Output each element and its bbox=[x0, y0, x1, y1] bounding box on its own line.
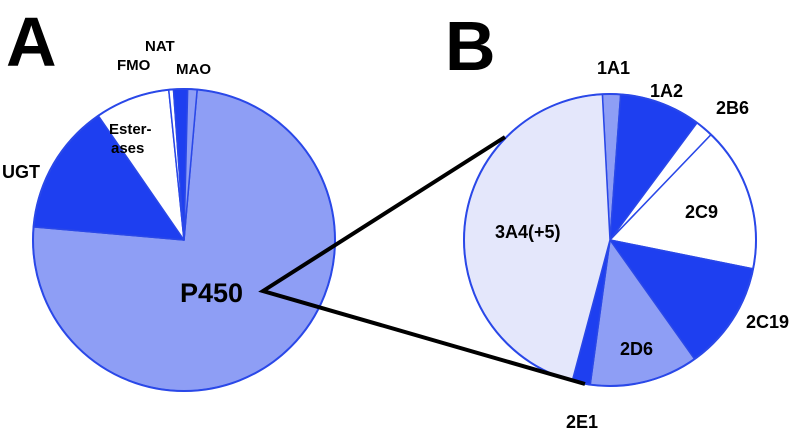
panel-label-b: B bbox=[445, 7, 496, 85]
pie-chart-a bbox=[32, 88, 336, 392]
slice-label-2b6: 2B6 bbox=[716, 98, 749, 118]
panel-label-a: A bbox=[6, 3, 57, 81]
slice-label-2d6: 2D6 bbox=[620, 339, 653, 359]
pie-outline bbox=[463, 93, 757, 387]
zoom-connector bbox=[258, 135, 586, 386]
labels-a: P450 UGT Ester- ases FMO NAT MAO bbox=[2, 38, 243, 308]
slice-label-nat: NAT bbox=[145, 38, 175, 55]
pie-outline bbox=[32, 88, 336, 392]
slice-label-2e1: 2E1 bbox=[566, 412, 598, 432]
slice-label-p450: P450 bbox=[180, 278, 243, 308]
slice-label-ugt: UGT bbox=[2, 162, 40, 182]
slice-label-2c19: 2C19 bbox=[746, 312, 789, 332]
labels-b: 1A1 1A2 2B6 2C9 2C19 2D6 2E1 3A4(+5) bbox=[495, 58, 789, 432]
slice-label-esterases-2: ases bbox=[111, 140, 144, 157]
slice-label-mao: MAO bbox=[176, 61, 211, 78]
slice-label-1a2: 1A2 bbox=[650, 81, 683, 101]
slice-label-3a4: 3A4(+5) bbox=[495, 222, 561, 242]
slice-label-esterases-1: Ester- bbox=[109, 121, 152, 138]
slice-label-2c9: 2C9 bbox=[685, 202, 718, 222]
slice-label-fmo: FMO bbox=[117, 57, 151, 74]
pie-chart-b bbox=[463, 93, 757, 387]
zoom-connector-lines bbox=[258, 135, 586, 386]
slice-label-1a1: 1A1 bbox=[597, 58, 630, 78]
